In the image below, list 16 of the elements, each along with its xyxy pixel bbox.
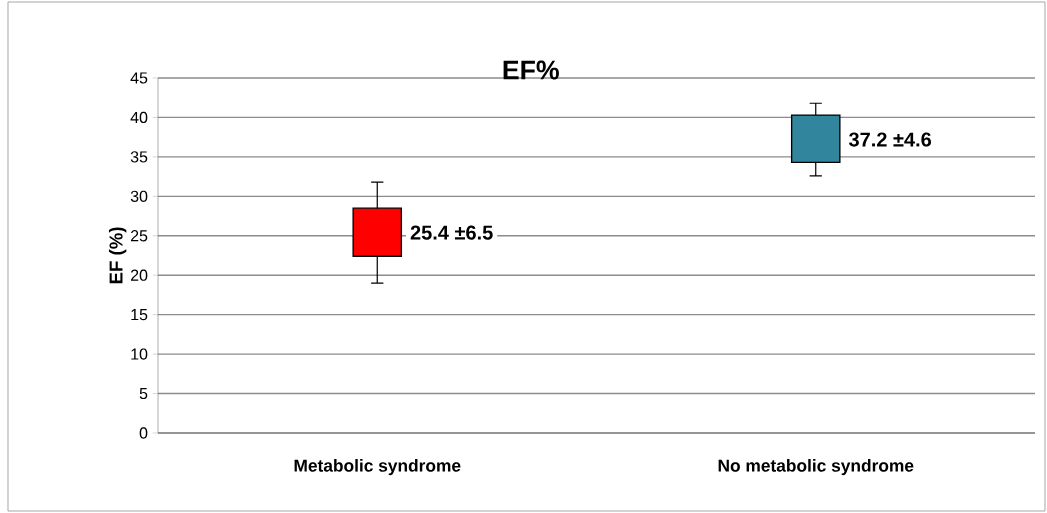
y-axis-title: EF (%) xyxy=(108,227,127,284)
annotation: 37.2 ±4.6 xyxy=(848,132,932,147)
x-tick-label: No metabolic syndrome xyxy=(718,459,914,476)
y-tick-label: 25 xyxy=(130,230,148,242)
y-tick-label: 0 xyxy=(139,427,148,439)
y-tick-label: 40 xyxy=(130,111,148,124)
y-tick-label: 10 xyxy=(131,348,148,360)
annotation: 25.4 ±6.5 xyxy=(410,225,493,240)
y-tick-label: 45 xyxy=(130,72,148,84)
x-tick-label: Metabolic syndrome xyxy=(294,459,461,476)
y-tick-label: 20 xyxy=(130,269,148,281)
y-tick-label: 30 xyxy=(130,190,148,202)
y-tick-label: 35 xyxy=(130,151,148,163)
y-tick-label: 5 xyxy=(139,387,148,400)
y-tick-label: 15 xyxy=(131,309,148,321)
chart-title: EF% xyxy=(503,60,559,80)
